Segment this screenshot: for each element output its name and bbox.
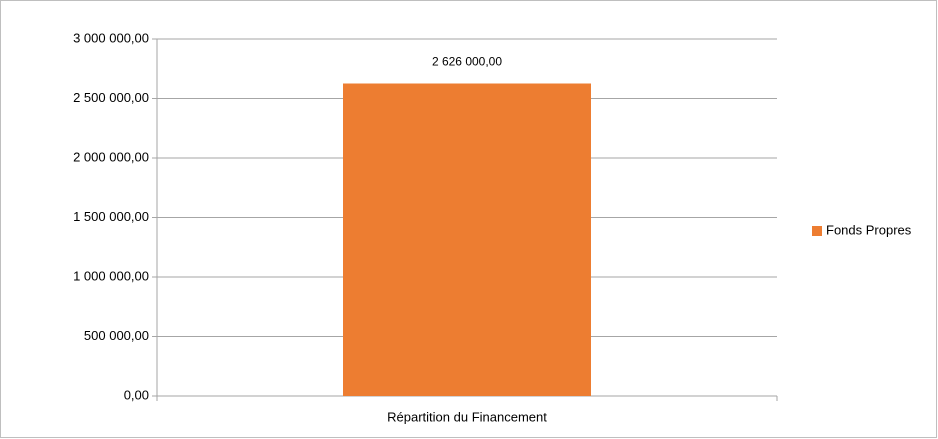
legend-swatch [812, 226, 822, 236]
y-tick-label: 1 500 000,00 [73, 209, 149, 224]
y-tick-label: 1 000 000,00 [73, 268, 149, 283]
legend-label: Fonds Propres [826, 222, 912, 237]
y-tick-label: 500 000,00 [84, 328, 149, 343]
y-tick-label: 3 000 000,00 [73, 30, 149, 45]
y-tick-label: 2 500 000,00 [73, 90, 149, 105]
y-tick-label: 0,00 [124, 387, 149, 402]
y-tick-label: 2 000 000,00 [73, 149, 149, 164]
bar [343, 83, 591, 397]
x-tick-label: Répartition du Financement [387, 409, 547, 424]
value-label: 2 626 000,00 [432, 55, 502, 69]
